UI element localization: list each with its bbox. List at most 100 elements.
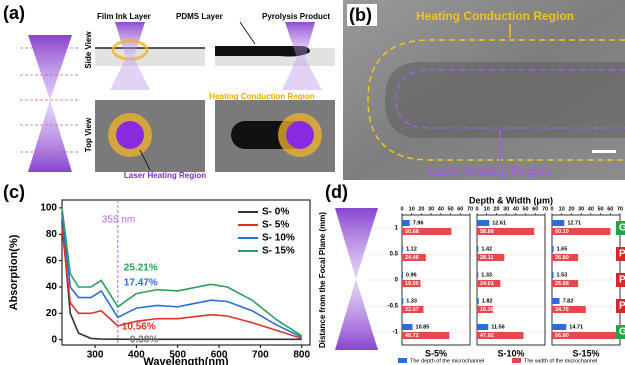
depth-bar: [402, 246, 404, 252]
heat-boundary: [367, 39, 625, 161]
depth-bar: [477, 272, 479, 278]
series-line: [61, 207, 303, 337]
width-label: 24.46: [405, 255, 419, 261]
annotation: 25.21%: [124, 263, 158, 274]
laser-spot: [116, 121, 144, 149]
y-tick-label: -0.5: [388, 304, 399, 310]
x-tick-label: 40: [588, 206, 594, 212]
y-tick-label: 0: [51, 334, 57, 345]
status-box: [616, 221, 625, 235]
x-tick-label: 70: [617, 206, 623, 212]
laser-region-label: Laser Heating Region: [428, 164, 551, 178]
x-tick-label: 60: [532, 206, 538, 212]
laser-spot: [286, 121, 314, 149]
depth-label: 1.33: [406, 298, 417, 304]
pyrolysis-product: [215, 46, 310, 57]
x-tick-label: 70: [542, 206, 548, 212]
width-label: 48.72: [405, 333, 419, 339]
status-label: G: [619, 327, 625, 338]
series-line: [61, 227, 302, 340]
chart-title: Depth & Width (μm): [469, 195, 553, 205]
top-view-label: Top View: [84, 117, 93, 152]
depth-label: 12.71: [567, 220, 581, 226]
depth-label: 0.96: [406, 272, 417, 278]
subplot-title: S-10%: [497, 348, 524, 358]
legend-swatch: [512, 358, 521, 363]
y-tick-label: 80: [46, 229, 58, 240]
depth-label: 1.12: [406, 246, 417, 252]
x-tick-label: 500: [169, 350, 186, 361]
status-box: [616, 273, 625, 287]
depth-bar: [552, 298, 560, 304]
laser-cone: [285, 22, 315, 58]
x-tick-label: 50: [448, 206, 454, 212]
pdms-layer: [95, 48, 205, 66]
x-tick-label: 50: [598, 206, 604, 212]
x-tick-label: 0: [400, 206, 403, 212]
x-tick-label: 60: [457, 206, 463, 212]
width-bar: [552, 306, 586, 313]
width-label: 26.88: [555, 281, 569, 287]
width-label: 26.80: [555, 255, 569, 261]
y-tick-label: 60: [46, 255, 58, 266]
x-tick-label: 0: [475, 206, 478, 212]
legend-label: S- 10%: [262, 233, 295, 244]
width-label: 50.88: [405, 229, 419, 235]
focal-lines: [20, 47, 80, 153]
scale-bar: [592, 150, 616, 153]
laser-region-label: Laser Heating Region: [124, 171, 206, 180]
x-tick-label: 600: [211, 350, 228, 361]
width-bar: [402, 332, 450, 339]
laser-boundary: [395, 69, 625, 129]
x-tick-label: 20: [418, 206, 424, 212]
depth-bar: [477, 298, 479, 304]
y-tick-label: 1: [395, 226, 399, 232]
x-tick-label: 40: [513, 206, 519, 212]
width-label: 34.76: [555, 307, 569, 313]
width-bar: [552, 332, 617, 339]
depth-label: 12.61: [492, 220, 506, 226]
depth-bar: [552, 324, 567, 330]
width-label: 22.07: [405, 307, 419, 313]
x-tick-label: 10: [559, 206, 565, 212]
depth-label: 11.56: [491, 324, 504, 330]
panel-label: (a): [3, 3, 25, 23]
status-label: P: [619, 249, 625, 260]
width-label: 47.92: [480, 333, 494, 339]
depth-label: 7.96: [413, 220, 424, 226]
x-tick-label: 20: [568, 206, 574, 212]
width-bar: [402, 254, 426, 261]
legend-label: S- 5%: [262, 220, 289, 231]
width-bar: [402, 280, 421, 287]
pointer: [139, 149, 151, 171]
panel-label: (b): [349, 5, 372, 25]
width-bar: [477, 228, 535, 235]
pyrolysis-label: Pyrolysis Product: [262, 12, 330, 21]
legend-label: The depth of the microchannel: [410, 358, 484, 364]
depth-bar: [552, 220, 565, 226]
depth-label: 1.33: [481, 272, 492, 278]
annotation: 0.38%: [130, 335, 158, 346]
depth-bar: [402, 220, 410, 226]
y-tick-label: 40: [46, 282, 58, 293]
y-axis-label: Absorption(%): [8, 234, 20, 310]
width-bar: [477, 306, 493, 313]
panel-d-schematic: [335, 208, 378, 350]
beam-hourglass: [335, 208, 378, 350]
depth-bar: [477, 246, 479, 252]
x-tick-label: 70: [467, 206, 473, 212]
depth-label: 1.42: [481, 246, 492, 252]
depth-label: 10.85: [416, 324, 430, 330]
x-tick-label: 50: [523, 206, 529, 212]
x-tick-label: 400: [128, 350, 145, 361]
x-axis-label: Wavelength(nm): [143, 356, 228, 365]
channel: [385, 62, 625, 138]
series-line: [61, 214, 303, 338]
width-bar: [552, 280, 579, 287]
depth-label: 14.71: [569, 324, 583, 330]
width-label: 16.36: [480, 307, 494, 313]
heat-region-label: Heating Conduction Region: [416, 9, 574, 23]
width-label: 60.10: [555, 229, 569, 235]
width-bar: [477, 254, 505, 261]
